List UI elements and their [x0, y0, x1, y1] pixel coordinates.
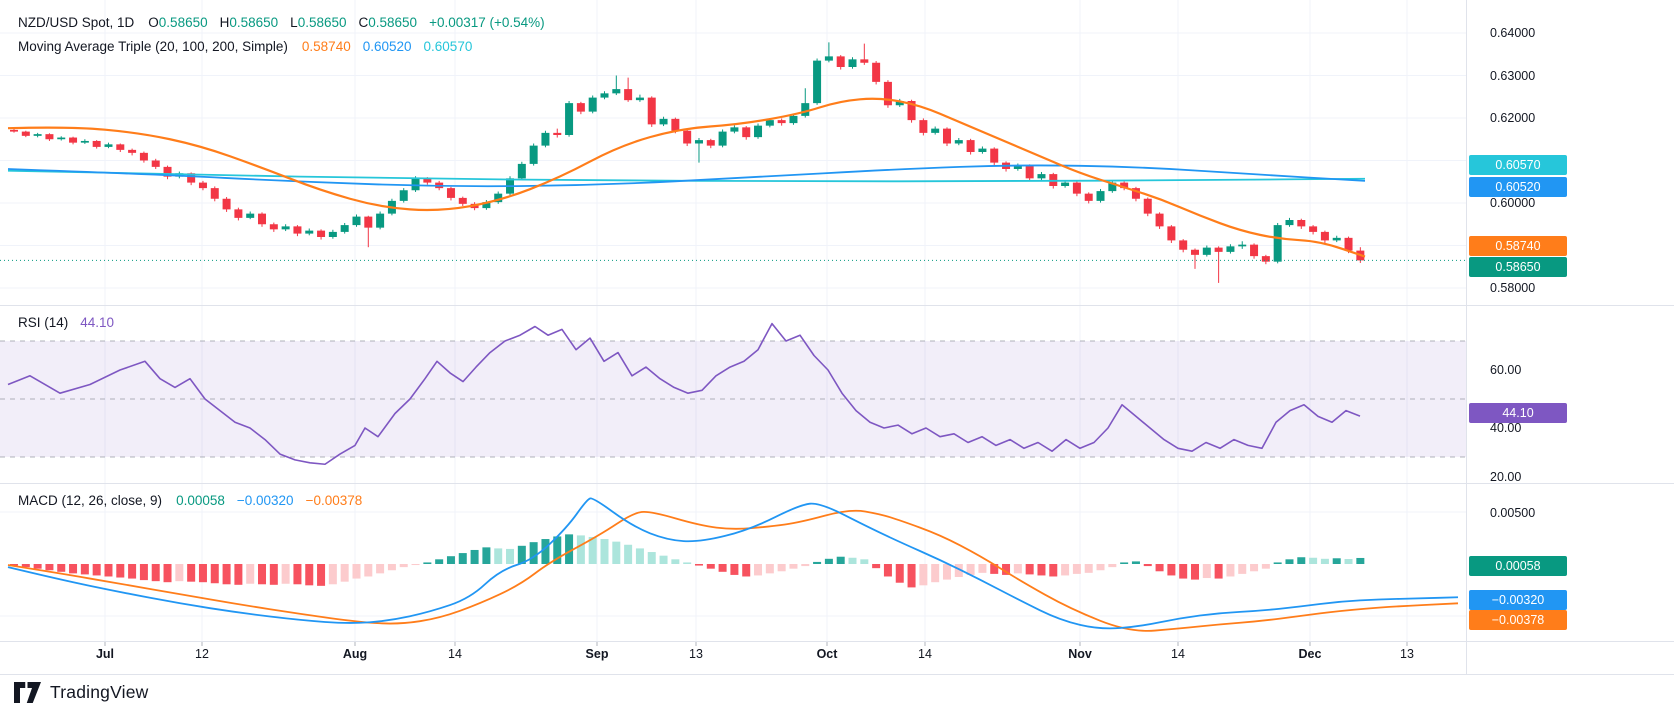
ma200-value: 0.60570: [423, 39, 473, 54]
price-axis-label: 0.60000: [1490, 196, 1536, 210]
macd-value-badge: −0.00378: [1469, 610, 1567, 630]
time-axis-label: 14: [1171, 647, 1185, 661]
rsi-legend[interactable]: RSI (14) 44.10: [18, 314, 114, 332]
price-badge: 0.60520: [1469, 177, 1567, 197]
price-axis-label: 0.62000: [1490, 111, 1536, 125]
price-badge: 0.58650: [1469, 257, 1567, 277]
macd-line-value: −0.00320: [236, 493, 294, 508]
price-badge: 0.60570: [1469, 155, 1567, 175]
time-axis-label: Dec: [1298, 647, 1322, 661]
time-axis-label: Sep: [585, 647, 609, 661]
time-axis-label: 14: [448, 647, 462, 661]
ohlc-close-value: 0.58650: [368, 15, 418, 30]
time-axis[interactable]: Jul 12 Aug 14 Sep 13 Oct 14 Nov 14 Dec 13: [0, 641, 1466, 674]
macd-legend[interactable]: MACD (12, 26, close, 9) 0.00058 −0.00320 −0…: [18, 492, 362, 510]
rsi-axis-label: 40.00: [1490, 421, 1522, 435]
ma100-value: 0.60520: [362, 39, 412, 54]
time-axis-label: Jul: [95, 647, 115, 661]
price-axis-label: 0.64000: [1490, 26, 1536, 40]
ohlc-high-value: 0.58650: [229, 15, 279, 30]
price-badge: 0.58740: [1469, 236, 1567, 256]
brand-text[interactable]: TradingView: [50, 682, 149, 702]
macd-value-badge: −0.00320: [1469, 590, 1567, 610]
ohlc-low-label: L: [290, 15, 298, 30]
change-value: +0.00317 (+0.54%): [429, 15, 545, 30]
price-axis-label: 0.58000: [1490, 281, 1536, 295]
macd-axis-label: 0.00500: [1490, 506, 1536, 520]
ohlc-high-label: H: [219, 15, 230, 30]
time-axis-label: Aug: [342, 647, 368, 661]
rsi-value-badge: 44.10: [1469, 403, 1567, 423]
macd-hist-value: 0.00058: [176, 493, 225, 508]
ma-legend[interactable]: Moving Average Triple (20, 100, 200, Sim…: [18, 38, 472, 56]
symbol-title[interactable]: NZD/USD Spot, 1D: [18, 15, 135, 30]
time-axis-label: Nov: [1068, 647, 1092, 661]
rsi-indicator-title[interactable]: RSI (14): [18, 315, 69, 330]
ohlc-open-label: O: [148, 15, 159, 30]
ma20-value: 0.58740: [301, 39, 351, 54]
time-axis-label: 13: [1400, 647, 1414, 661]
time-axis-label: Oct: [816, 647, 838, 661]
ohlc-open-value: 0.58650: [158, 15, 208, 30]
macd-indicator-title[interactable]: MACD (12, 26, close, 9): [18, 493, 163, 508]
footer: TradingView: [14, 682, 149, 703]
time-axis-label: 13: [689, 647, 703, 661]
ohlc-close-label: C: [358, 15, 369, 30]
rsi-axis-label: 60.00: [1490, 363, 1522, 377]
macd-value-badge: 0.00058: [1469, 556, 1567, 576]
ohlc-low-value: 0.58650: [297, 15, 347, 30]
macd-signal-value: −0.00378: [305, 493, 363, 508]
rsi-value: 44.10: [80, 315, 115, 330]
ma-indicator-title[interactable]: Moving Average Triple (20, 100, 200, Sim…: [18, 39, 288, 54]
time-axis-label: 14: [918, 647, 932, 661]
rsi-axis-label: 20.00: [1490, 470, 1522, 484]
symbol-legend[interactable]: NZD/USD Spot, 1D O0.58650 H0.58650 L0.58650…: [18, 14, 545, 32]
price-axis-label: 0.63000: [1490, 69, 1536, 83]
time-axis-label: 12: [195, 647, 209, 661]
tradingview-logo-icon[interactable]: [14, 682, 41, 703]
